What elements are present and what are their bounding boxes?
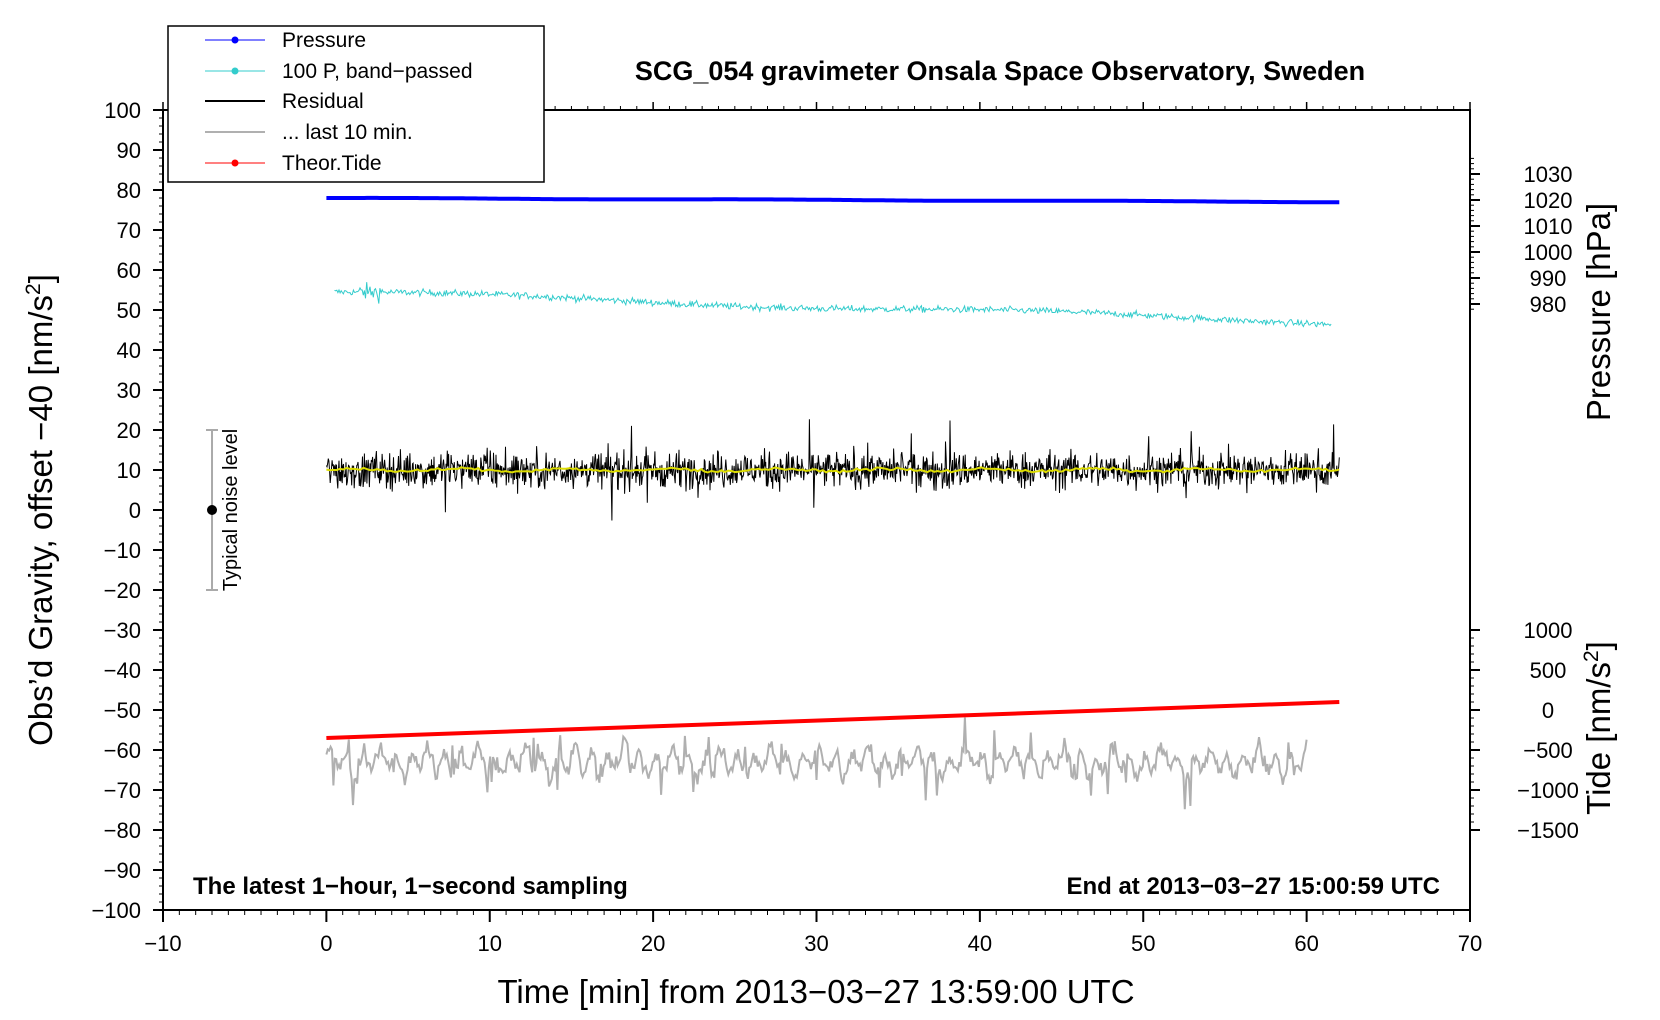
tide-tick-label: −1500 (1517, 818, 1579, 843)
y-tick-label: 50 (117, 298, 141, 323)
legend-box (167, 25, 545, 183)
tide-tick-label: −1000 (1517, 778, 1579, 803)
x-tick-label: 30 (804, 931, 828, 956)
legend-label-theor-tide: Theor.Tide (282, 152, 382, 175)
noise-level-indicator: Typical noise level (206, 429, 242, 591)
x-tick-label: 20 (641, 931, 665, 956)
y-tick-label: −70 (104, 778, 141, 803)
series-band-passed (334, 282, 1332, 328)
series-last-10-min (325, 717, 1308, 810)
y-tick-label: −30 (104, 618, 141, 643)
x-axis-title: Time [min] from 2013−03−27 13:59:00 UTC (497, 973, 1134, 1010)
plot-frame (162, 109, 1471, 911)
y-tick-label: −80 (104, 818, 141, 843)
legend-marker-pressure (231, 36, 239, 44)
y-tick-label: −10 (104, 538, 141, 563)
y-tick-label: 100 (104, 98, 141, 123)
legend-marker-theor-tide (231, 159, 239, 167)
y-tick-label: −40 (104, 658, 141, 683)
y-tick-label: 40 (117, 338, 141, 363)
x-tick-label: 70 (1458, 931, 1482, 956)
tide-tick-label: 0 (1542, 698, 1554, 723)
tide-tick-label: −500 (1523, 738, 1573, 763)
legend-label-last-10-min: ... last 10 min. (282, 121, 413, 144)
y-tick-label: −50 (104, 698, 141, 723)
x-tick-label: −10 (144, 931, 181, 956)
legend: Pressure 100 P, band−passed Residual ...… (167, 25, 545, 183)
series-residual-smoothed (326, 466, 1340, 475)
pressure-tick-label: 1000 (1524, 240, 1573, 265)
noise-level-label: Typical noise level (220, 429, 242, 591)
y-axis-right-tide: 1000 500 0 −500 −1000 −1500 (1470, 618, 1579, 843)
y-tick-label: −20 (104, 578, 141, 603)
legend-label-pressure: Pressure (282, 29, 366, 52)
y-tick-label: −60 (104, 738, 141, 763)
tide-tick-label: 500 (1530, 658, 1567, 683)
y-tick-label: 90 (117, 138, 141, 163)
legend-item-residual: Residual (205, 90, 364, 113)
series-theor-tide (326, 700, 1340, 740)
series-layer (325, 195, 1340, 810)
x-tick-label: 60 (1294, 931, 1318, 956)
y-tick-label: 20 (117, 418, 141, 443)
y-tick-label: 70 (117, 218, 141, 243)
noise-level-dot (207, 505, 218, 515)
pressure-tick-label: 990 (1530, 266, 1567, 291)
legend-item-pressure: Pressure (205, 29, 366, 52)
legend-label-residual: Residual (282, 90, 364, 113)
pressure-tick-label: 1020 (1524, 188, 1573, 213)
y-tick-label: 0 (129, 498, 141, 523)
chart-title: SCG_054 gravimeter Onsala Space Observat… (635, 56, 1365, 86)
pressure-tick-label: 1030 (1524, 162, 1573, 187)
y-tick-label: 30 (117, 378, 141, 403)
x-tick-label: 50 (1131, 931, 1155, 956)
y-tick-label: −90 (104, 858, 141, 883)
legend-label-band-passed: 100 P, band−passed (282, 60, 473, 83)
annotation-sampling: The latest 1−hour, 1−second sampling (193, 873, 628, 900)
legend-item-theor-tide: Theor.Tide (205, 152, 382, 175)
x-tick-label: 0 (320, 931, 332, 956)
y-tick-label: 10 (117, 458, 141, 483)
legend-item-last-10-min: ... last 10 min. (205, 121, 413, 144)
series-pressure (326, 195, 1340, 205)
y-axis-left-title: Obs’d Gravity, offset −40 [nm/s2] (22, 274, 59, 746)
y-tick-label: 60 (117, 258, 141, 283)
x-tick-label: 10 (478, 931, 502, 956)
x-axis: −10 0 10 20 30 40 50 60 70 (144, 102, 1482, 956)
y-axis-left: 1009080706050403020100−10−20−30−40−50−60… (91, 98, 163, 923)
y-tick-label: −100 (91, 898, 141, 923)
y-axis-right-tide-title: Tide [nm/s2] (1580, 641, 1617, 815)
pressure-tick-label: 980 (1530, 292, 1567, 317)
annotation-end-time: End at 2013−03−27 15:00:59 UTC (1066, 873, 1440, 900)
tide-tick-label: 1000 (1524, 618, 1573, 643)
y-axis-right-pressure-title: Pressure [hPa] (1580, 203, 1617, 421)
legend-item-band-passed: 100 P, band−passed (205, 60, 473, 83)
x-tick-label: 40 (968, 931, 992, 956)
pressure-tick-label: 1010 (1524, 214, 1573, 239)
legend-marker-band-passed (231, 67, 239, 75)
y-tick-label: 80 (117, 178, 141, 203)
series-residual (325, 419, 1340, 521)
